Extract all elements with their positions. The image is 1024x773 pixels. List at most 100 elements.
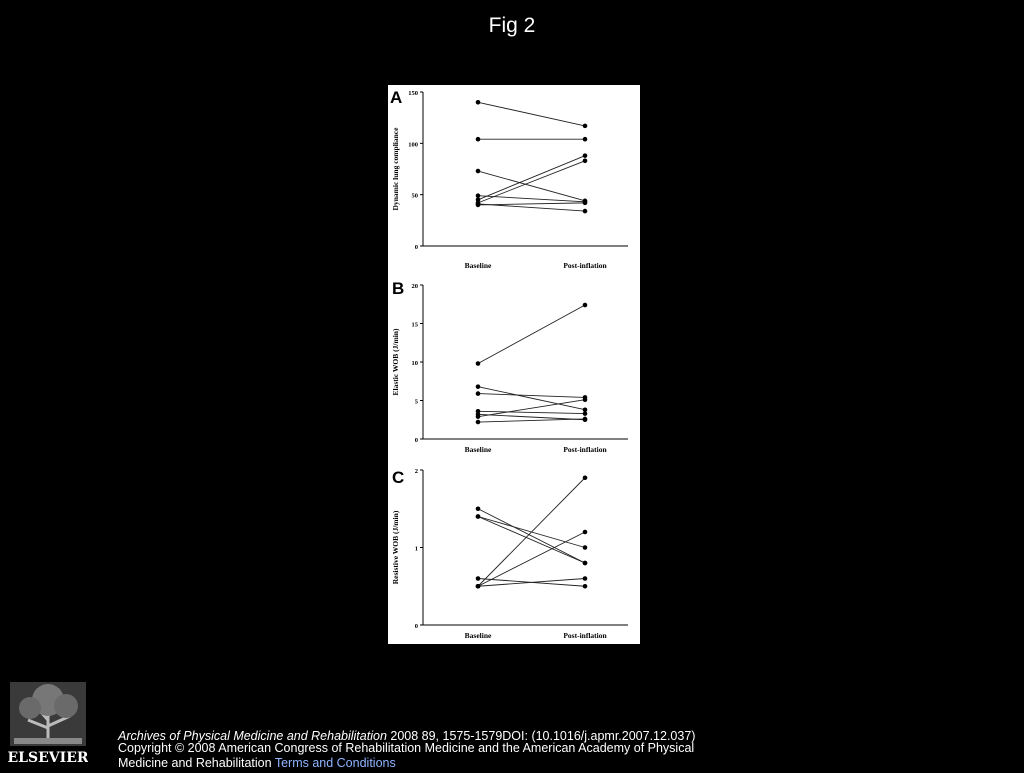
series (475, 200, 588, 208)
data-point (475, 384, 481, 389)
series (475, 99, 588, 129)
series (475, 475, 588, 589)
elsevier-tree-icon: ELSEVIER (7, 682, 89, 766)
panel-label: A (390, 88, 402, 107)
series (475, 153, 588, 203)
series (475, 136, 588, 142)
data-point (475, 514, 481, 519)
data-point (475, 136, 481, 142)
y-tick-label: 20 (412, 283, 419, 290)
x-category-label: Post-inflation (563, 261, 607, 270)
series-line (477, 202, 586, 206)
data-point (475, 391, 481, 396)
data-point (582, 560, 588, 566)
data-point (582, 153, 588, 158)
series-line (477, 304, 586, 364)
data-point (582, 529, 588, 535)
series-line (477, 418, 586, 423)
panel-C: C 0 1 2 Resistive WOB (J/min) Baseline Post-in… (391, 468, 628, 640)
series-line (477, 393, 586, 398)
data-point (582, 397, 588, 403)
y-tick-label: 2 (415, 468, 418, 475)
data-point (582, 416, 588, 422)
y-tick-label: 100 (408, 141, 418, 148)
series (475, 168, 588, 204)
data-point (475, 361, 481, 366)
elsevier-wordmark: ELSEVIER (8, 750, 88, 766)
series (475, 416, 588, 425)
series (475, 384, 588, 413)
panel-A: A 0 50 100 150 Dynamic lung compliance Baselin… (390, 88, 628, 270)
data-point (475, 202, 481, 208)
copyright-text: Copyright © 2008 American Congress of Re… (118, 741, 695, 770)
data-point (582, 123, 588, 129)
series-line (477, 508, 586, 564)
series-line (477, 160, 586, 204)
series-line (477, 531, 586, 587)
x-category-label: Post-inflation (563, 445, 607, 454)
series-line (477, 195, 586, 203)
series-line (477, 203, 586, 212)
panel-B: B 0 5 10 15 20 Elastic WOB (J/min) Baseline Post… (391, 279, 628, 454)
series-line (477, 386, 586, 411)
data-point (582, 583, 588, 589)
x-category-label: Baseline (465, 445, 492, 454)
series-line (477, 578, 586, 587)
series (475, 302, 588, 366)
series-line (477, 477, 586, 587)
series-line (477, 410, 586, 415)
data-point (582, 208, 588, 214)
panel-label: C (392, 468, 404, 487)
terms-link[interactable]: Terms and Conditions (274, 756, 396, 770)
elsevier-logo: ELSEVIER (7, 680, 89, 768)
series (475, 193, 588, 205)
y-tick-label: 0 (415, 623, 418, 630)
data-point (475, 419, 481, 425)
series-line (477, 399, 586, 418)
y-tick-label: 0 (415, 244, 418, 251)
data-point (475, 583, 481, 589)
data-point (582, 158, 588, 164)
series (475, 576, 588, 589)
panel-label: B (392, 279, 404, 298)
series-line (477, 101, 586, 127)
series-line (477, 413, 586, 421)
data-point (582, 302, 588, 308)
data-point (582, 407, 588, 413)
y-axis-label: Dynamic lung compliance (391, 127, 400, 211)
data-point (582, 475, 588, 481)
x-category-label: Post-inflation (563, 631, 607, 640)
data-point (582, 545, 588, 550)
citation: Archives of Physical Medicine and Rehabi… (118, 728, 738, 744)
data-point (475, 168, 481, 174)
y-axis-label: Resistive WOB (J/min) (391, 510, 400, 584)
y-tick-label: 150 (408, 90, 418, 97)
y-tick-label: 1 (415, 546, 418, 553)
data-point (475, 193, 481, 198)
series-line (477, 516, 586, 564)
data-point (582, 411, 588, 416)
y-tick-label: 15 (412, 322, 419, 329)
data-point (582, 576, 588, 581)
x-category-label: Baseline (465, 261, 492, 270)
series-line (477, 155, 586, 201)
series (475, 514, 588, 566)
copyright-notice: Copyright © 2008 American Congress of Re… (118, 741, 738, 771)
y-tick-label: 50 (412, 193, 419, 200)
figure-panel: A 0 50 100 150 Dynamic lung compliance Baselin… (388, 85, 640, 644)
slide-title: Fig 2 (488, 14, 536, 37)
data-point (475, 414, 481, 419)
data-point (475, 99, 481, 105)
citation-journal: Archives of Physical Medicine and Rehabi… (118, 729, 387, 743)
series (475, 158, 588, 206)
data-point (475, 576, 481, 581)
series (475, 397, 588, 419)
y-tick-label: 10 (412, 360, 419, 367)
data-point (582, 136, 588, 142)
y-tick-label: 5 (415, 399, 419, 406)
x-category-label: Baseline (465, 631, 492, 640)
series-line (477, 170, 586, 202)
data-point (475, 506, 481, 512)
data-point (582, 200, 588, 206)
